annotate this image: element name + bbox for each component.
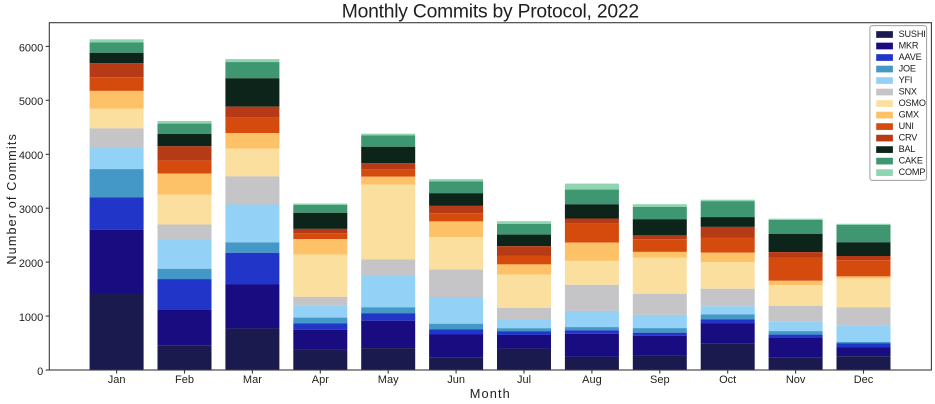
- svg-text:6000: 6000: [19, 42, 43, 54]
- svg-text:AAVE: AAVE: [899, 52, 922, 62]
- svg-text:BAL: BAL: [899, 144, 916, 154]
- svg-text:1000: 1000: [19, 312, 43, 324]
- svg-text:Oct: Oct: [719, 374, 736, 386]
- svg-text:Month: Month: [470, 386, 511, 401]
- svg-text:OSMO: OSMO: [899, 98, 926, 108]
- svg-text:COMP: COMP: [899, 167, 926, 177]
- svg-text:UNI: UNI: [899, 121, 914, 131]
- svg-text:2000: 2000: [19, 258, 43, 270]
- svg-text:SNX: SNX: [899, 87, 917, 97]
- svg-text:Dec: Dec: [854, 374, 874, 386]
- svg-text:Nov: Nov: [786, 374, 806, 386]
- svg-text:YFI: YFI: [899, 75, 913, 85]
- svg-text:5000: 5000: [19, 96, 43, 108]
- svg-text:Jul: Jul: [517, 374, 531, 386]
- svg-text:GMX: GMX: [899, 110, 919, 120]
- svg-text:Jun: Jun: [447, 374, 465, 386]
- svg-text:SUSHI: SUSHI: [899, 29, 926, 39]
- svg-text:MKR: MKR: [899, 41, 919, 51]
- svg-text:4000: 4000: [19, 150, 43, 162]
- svg-text:Aug: Aug: [582, 374, 602, 386]
- svg-text:May: May: [378, 374, 399, 386]
- svg-text:CRV: CRV: [899, 133, 919, 143]
- svg-text:CAKE: CAKE: [899, 156, 923, 166]
- svg-text:JOE: JOE: [899, 64, 916, 74]
- svg-text:Mar: Mar: [243, 374, 262, 386]
- svg-text:Monthly Commits by Protocol, 2: Monthly Commits by Protocol, 2022: [342, 2, 639, 23]
- svg-text:Feb: Feb: [175, 374, 194, 386]
- svg-text:Sep: Sep: [650, 374, 670, 386]
- svg-text:Number of Commits: Number of Commits: [5, 133, 19, 265]
- svg-text:Jan: Jan: [108, 374, 126, 386]
- svg-text:0: 0: [37, 366, 43, 378]
- svg-text:Apr: Apr: [312, 374, 329, 386]
- svg-text:3000: 3000: [19, 204, 43, 216]
